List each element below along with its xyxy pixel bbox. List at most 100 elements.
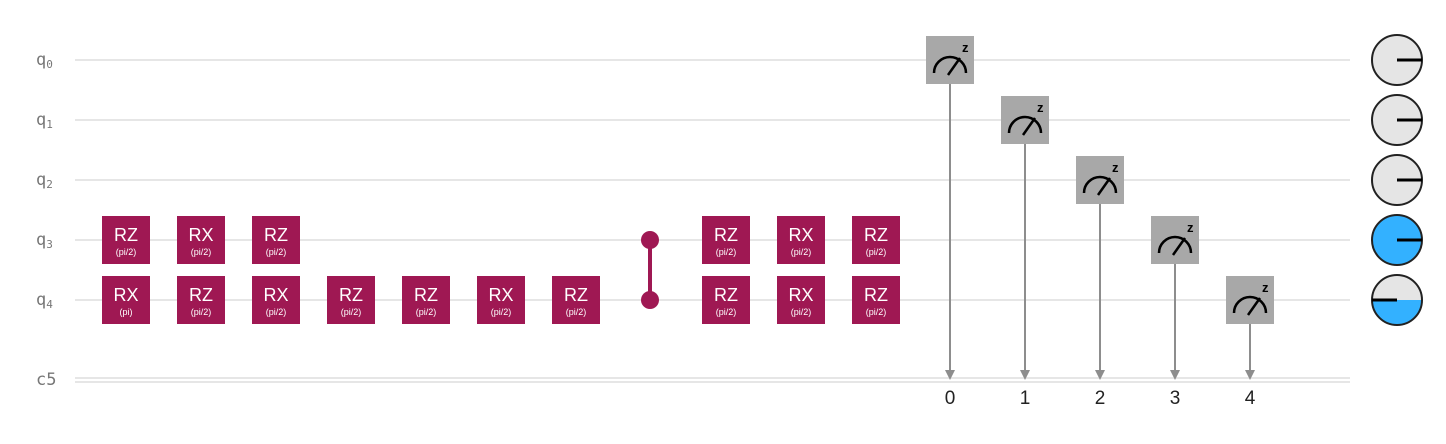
- measurement-gate[interactable]: z: [1001, 96, 1049, 380]
- measure-basis: z: [1112, 160, 1119, 175]
- measurement-gate[interactable]: z: [1226, 276, 1274, 380]
- gate-box: [702, 216, 750, 264]
- classical-bit-index: 0: [945, 388, 956, 409]
- gate-box: [702, 276, 750, 324]
- gate-box: [177, 276, 225, 324]
- gate-name: RX: [263, 285, 288, 305]
- wire-label-subscript: 0: [46, 58, 53, 71]
- cz-control-dot[interactable]: [641, 231, 659, 249]
- measurement-gate[interactable]: z: [926, 36, 974, 380]
- gate-name: RZ: [189, 285, 213, 305]
- gate-rz[interactable]: RZ (pi/2): [252, 216, 300, 264]
- gate-name: RX: [788, 225, 813, 245]
- gate-rx[interactable]: RX (pi/2): [177, 216, 225, 264]
- measure-box: [926, 36, 974, 84]
- gate-param: (pi): [120, 307, 133, 317]
- gate-rz[interactable]: RZ (pi/2): [702, 276, 750, 324]
- gate-box: [777, 276, 825, 324]
- gate-name: RX: [113, 285, 138, 305]
- gate-name: RZ: [714, 285, 738, 305]
- measure-basis: z: [962, 40, 969, 55]
- gate-param: (pi/2): [266, 247, 287, 257]
- gate-name: RZ: [339, 285, 363, 305]
- wire-label-3: q3: [36, 230, 53, 251]
- gate-param: (pi/2): [716, 247, 737, 257]
- meter-icon: [932, 55, 968, 74]
- gate-rz[interactable]: RZ (pi/2): [402, 276, 450, 324]
- gate-box: [327, 276, 375, 324]
- wire-label-subscript: 2: [46, 178, 53, 191]
- wire-label-name: c5: [36, 370, 56, 390]
- wire-label-1: q1: [36, 110, 53, 131]
- gate-rz[interactable]: RZ (pi/2): [702, 216, 750, 264]
- meter-icon: [1007, 115, 1043, 134]
- gate-name: RZ: [564, 285, 588, 305]
- measure-arrow-head: [1245, 370, 1255, 380]
- meter-needle-icon: [1171, 237, 1187, 256]
- wire-label-5: c5: [36, 370, 56, 390]
- gate-name: RX: [488, 285, 513, 305]
- measure-box: [1001, 96, 1049, 144]
- gate-param: (pi/2): [791, 247, 812, 257]
- meter-needle-icon: [1096, 177, 1112, 196]
- measure-box: [1076, 156, 1124, 204]
- gate-box: [177, 216, 225, 264]
- wire-label-0: q0: [36, 50, 53, 71]
- gate-rx[interactable]: RX (pi/2): [477, 276, 525, 324]
- wire-label-2: q2: [36, 170, 53, 191]
- gate-param: (pi/2): [416, 307, 437, 317]
- classical-bit-index: 4: [1245, 388, 1256, 409]
- controlled-z-layer: [641, 231, 659, 309]
- classical-bit-index: 3: [1170, 388, 1181, 409]
- gate-name: RX: [788, 285, 813, 305]
- qubit-state-indicator: [1371, 214, 1423, 266]
- gate-rx[interactable]: RX (pi/2): [777, 276, 825, 324]
- gate-name: RZ: [264, 225, 288, 245]
- gate-rz[interactable]: RZ (pi/2): [327, 276, 375, 324]
- meter-needle-icon: [1246, 297, 1262, 316]
- meter-icon: [1232, 295, 1268, 314]
- gate-param: (pi/2): [866, 247, 887, 257]
- measurement-gate[interactable]: z: [1076, 156, 1124, 380]
- gate-box: [102, 216, 150, 264]
- gate-box: [252, 276, 300, 324]
- cz-control-dot[interactable]: [641, 291, 659, 309]
- gate-rz[interactable]: RZ (pi/2): [552, 276, 600, 324]
- wire-label-subscript: 3: [46, 238, 53, 251]
- gate-box: [252, 216, 300, 264]
- gate-param: (pi/2): [341, 307, 362, 317]
- wire-label-name: q: [36, 230, 46, 250]
- gate-rx[interactable]: RX (pi/2): [777, 216, 825, 264]
- wire-label-name: q: [36, 170, 46, 190]
- gate-name: RZ: [864, 285, 888, 305]
- gate-param: (pi/2): [491, 307, 512, 317]
- gate-box: [777, 216, 825, 264]
- gate-rz[interactable]: RZ (pi/2): [102, 216, 150, 264]
- gate-param: (pi/2): [866, 307, 887, 317]
- gate-param: (pi/2): [191, 247, 212, 257]
- measure-basis: z: [1037, 100, 1044, 115]
- qubit-states-layer: [1371, 34, 1423, 326]
- measure-arrow-head: [945, 370, 955, 380]
- gate-rz[interactable]: RZ (pi/2): [852, 216, 900, 264]
- classical-bit-index: 1: [1020, 388, 1031, 409]
- state-fill: [1372, 300, 1422, 325]
- measure-box: [1151, 216, 1199, 264]
- gate-param: (pi/2): [266, 307, 287, 317]
- gate-name: RZ: [414, 285, 438, 305]
- measure-basis: z: [1262, 280, 1269, 295]
- gate-box: [852, 276, 900, 324]
- wire-label-subscript: 4: [46, 298, 53, 311]
- classical-bit-index: 2: [1095, 388, 1106, 409]
- qubit-state-indicator: [1371, 94, 1423, 146]
- gate-param: (pi/2): [716, 307, 737, 317]
- wire-label-name: q: [36, 50, 46, 70]
- gate-rx[interactable]: RX (pi): [102, 276, 150, 324]
- measure-arrow-head: [1020, 370, 1030, 380]
- measurement-gate[interactable]: z: [1151, 216, 1199, 380]
- gate-box: [102, 276, 150, 324]
- gate-rz[interactable]: RZ (pi/2): [177, 276, 225, 324]
- gate-rz[interactable]: RZ (pi/2): [852, 276, 900, 324]
- gate-rx[interactable]: RX (pi/2): [252, 276, 300, 324]
- gate-param: (pi/2): [191, 307, 212, 317]
